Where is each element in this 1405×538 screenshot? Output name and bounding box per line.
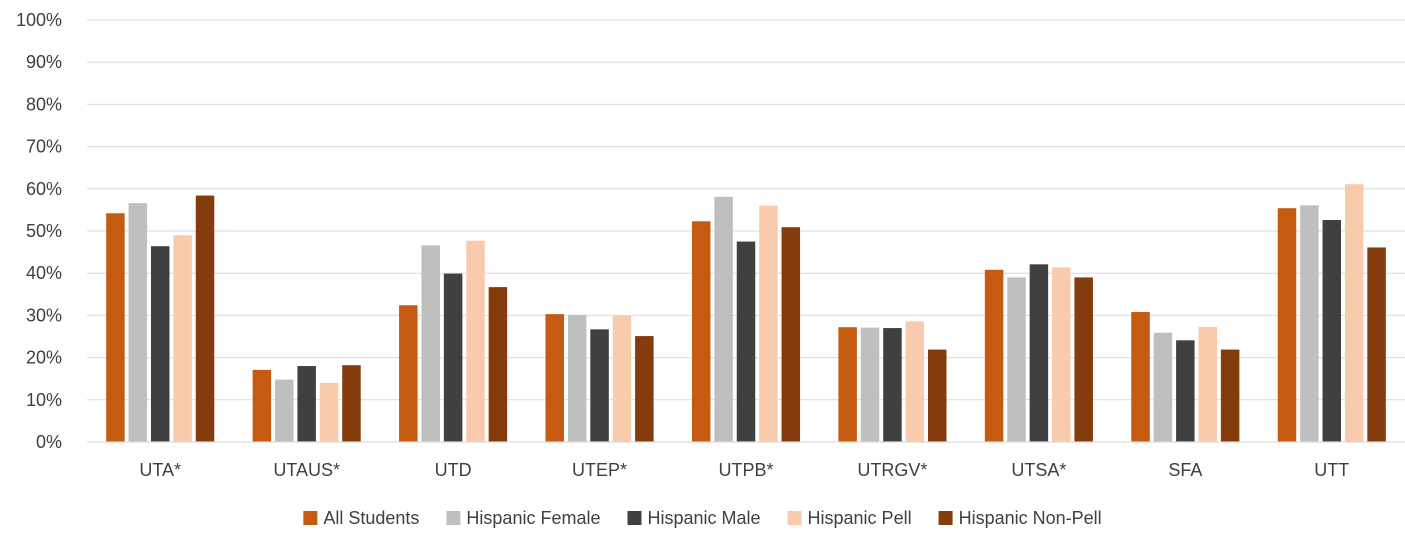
bar-hispanic-male-utpb	[736, 241, 756, 442]
bar-all-students-utrgv	[838, 327, 857, 442]
legend-swatch	[627, 511, 642, 525]
bar-hispanic-male-utep	[590, 329, 609, 442]
x-tick-label: UTSA*	[1011, 460, 1066, 480]
x-tick-label: SFA	[1168, 460, 1202, 480]
y-tick-label: 20%	[26, 348, 62, 368]
x-tick-label: UTPB*	[718, 460, 773, 480]
bar-hispanic-non-pell-utt	[1367, 247, 1386, 442]
bar-hispanic-non-pell-uta	[195, 195, 215, 442]
bar-hispanic-pell-utep	[612, 315, 632, 442]
y-tick-label: 90%	[26, 52, 62, 72]
bar-hispanic-non-pell-utrgv	[927, 349, 947, 442]
bar-hispanic-pell-uta	[173, 235, 192, 442]
legend-swatch	[787, 511, 802, 525]
bar-hispanic-female-utep	[567, 314, 587, 442]
bar-hispanic-male-utd	[443, 273, 463, 442]
bar-hispanic-female-utpb	[714, 196, 733, 442]
x-tick-label: UTT	[1314, 460, 1349, 480]
legend-label: Hispanic Male	[647, 508, 760, 528]
x-tick-label: UTAUS*	[273, 460, 340, 480]
bars	[106, 184, 1386, 442]
bar-hispanic-non-pell-utpb	[781, 227, 801, 442]
y-axis-tick-labels: 0% 10% 20% 30% 40% 50% 60% 70% 80% 90% 100%	[16, 10, 62, 452]
y-tick-label: 10%	[26, 390, 62, 410]
bar-hispanic-female-sfa	[1153, 332, 1173, 442]
legend-item-hispanic-pell: Hispanic Pell	[787, 508, 912, 528]
x-tick-label: UTRGV*	[857, 460, 927, 480]
bar-hispanic-male-sfa	[1176, 340, 1195, 442]
y-tick-label: 60%	[26, 179, 62, 199]
bar-hispanic-male-utt	[1322, 220, 1342, 442]
bar-hispanic-non-pell-utd	[488, 287, 508, 442]
bar-hispanic-non-pell-utaus	[342, 365, 361, 442]
bar-all-students-utsa	[984, 269, 1004, 442]
legend-swatch	[938, 511, 953, 525]
y-tick-label: 40%	[26, 263, 62, 283]
y-tick-label: 50%	[26, 221, 62, 241]
bar-all-students-utt	[1277, 208, 1297, 442]
bar-all-students-utpb	[691, 221, 711, 442]
bar-all-students-utaus	[252, 369, 272, 442]
x-axis-tick-labels: UTA* UTAUS* UTD UTEP* UTPB* UTRGV* UTSA* SFA UTT	[139, 460, 1349, 480]
legend-item-hispanic-non-pell: Hispanic Non-Pell	[938, 508, 1102, 528]
legend-swatch	[303, 511, 318, 525]
bar-hispanic-female-uta	[128, 203, 148, 442]
x-tick-label: UTA*	[139, 460, 181, 480]
y-tick-label: 80%	[26, 94, 62, 114]
x-tick-label: UTEP*	[572, 460, 627, 480]
bar-all-students-sfa	[1131, 312, 1150, 442]
y-tick-label: 100%	[16, 10, 62, 30]
bar-hispanic-male-utsa	[1029, 264, 1049, 442]
bar-hispanic-male-uta	[150, 246, 170, 442]
bar-hispanic-non-pell-sfa	[1220, 349, 1240, 442]
bar-hispanic-female-utrgv	[860, 327, 880, 442]
legend-label: Hispanic Non-Pell	[959, 508, 1102, 528]
legend: All Students Hispanic Female Hispanic Male…	[303, 508, 1102, 528]
legend-label: Hispanic Female	[466, 508, 600, 528]
bar-hispanic-pell-utd	[466, 240, 485, 442]
bar-all-students-utep	[545, 314, 565, 442]
bar-hispanic-female-utaus	[275, 379, 294, 442]
bar-hispanic-male-utrgv	[883, 328, 902, 442]
bar-hispanic-non-pell-utep	[635, 336, 654, 442]
bar-hispanic-female-utd	[421, 245, 440, 442]
y-tick-label: 70%	[26, 137, 62, 157]
bar-all-students-uta	[106, 213, 125, 442]
bar-hispanic-non-pell-utsa	[1074, 277, 1093, 442]
bar-hispanic-pell-utsa	[1052, 267, 1071, 442]
legend-item-all-students: All Students	[303, 508, 419, 528]
y-tick-label: 0%	[36, 432, 62, 452]
legend-item-hispanic-male: Hispanic Male	[627, 508, 761, 528]
bar-hispanic-female-utt	[1300, 205, 1319, 442]
gridlines	[87, 19, 1405, 401]
legend-swatch	[446, 511, 461, 525]
bar-hispanic-pell-utpb	[759, 205, 778, 442]
legend-label: Hispanic Pell	[808, 508, 912, 528]
y-tick-label: 30%	[26, 305, 62, 325]
legend-item-hispanic-female: Hispanic Female	[446, 508, 600, 528]
bar-all-students-utd	[399, 305, 418, 442]
bar-hispanic-pell-utrgv	[905, 321, 925, 442]
x-tick-label: UTD	[435, 460, 472, 480]
bar-hispanic-female-utsa	[1007, 277, 1026, 442]
bar-hispanic-pell-utaus	[319, 382, 339, 442]
legend-label: All Students	[323, 508, 419, 528]
bar-hispanic-male-utaus	[297, 366, 316, 442]
bar-hispanic-pell-sfa	[1198, 326, 1217, 442]
bar-hispanic-pell-utt	[1344, 184, 1364, 442]
